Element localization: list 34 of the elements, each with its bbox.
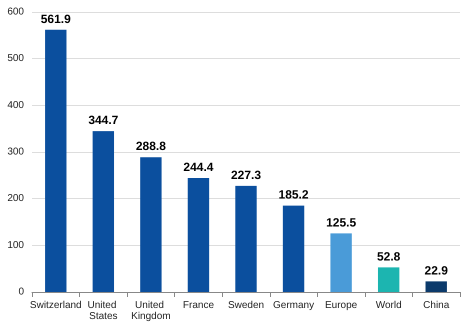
bar — [45, 30, 66, 292]
data-label: 125.5 — [326, 215, 356, 230]
bar — [330, 233, 352, 292]
y-tick-label: 0 — [18, 286, 24, 298]
bar — [235, 186, 257, 292]
y-tick-label: 600 — [7, 6, 24, 18]
x-tick-label: France — [182, 300, 214, 311]
bar — [92, 131, 114, 292]
data-label: 561.9 — [40, 12, 72, 26]
x-tick-label: Switzerland — [30, 300, 82, 311]
x-tick-label: United States — [87, 300, 120, 322]
x-tick-label: World — [376, 300, 402, 311]
data-label: 288.8 — [136, 139, 166, 154]
y-tick-label: 400 — [7, 100, 24, 111]
x-tick-label: China — [423, 300, 450, 311]
bar — [188, 178, 210, 292]
bar — [426, 281, 447, 292]
y-tick-label: 200 — [7, 193, 24, 204]
data-label: 185.2 — [278, 188, 309, 202]
bar — [140, 157, 162, 292]
data-label: 344.7 — [88, 113, 119, 128]
x-tick-label: Sweden — [228, 300, 264, 311]
y-tick-label: 500 — [7, 53, 24, 64]
y-tick-label: 100 — [7, 240, 24, 251]
x-tick-label: Europe — [324, 300, 358, 311]
x-tick-label: United Kingdom — [131, 300, 171, 322]
data-label: 227.3 — [230, 168, 262, 182]
bar — [282, 206, 304, 292]
y-tick-label: 300 — [7, 146, 24, 158]
x-tick-label: Germany — [272, 300, 314, 311]
data-label: 244.4 — [183, 160, 214, 174]
data-label: 22.9 — [424, 263, 448, 278]
data-label: 52.8 — [376, 249, 401, 264]
bar — [378, 267, 400, 292]
